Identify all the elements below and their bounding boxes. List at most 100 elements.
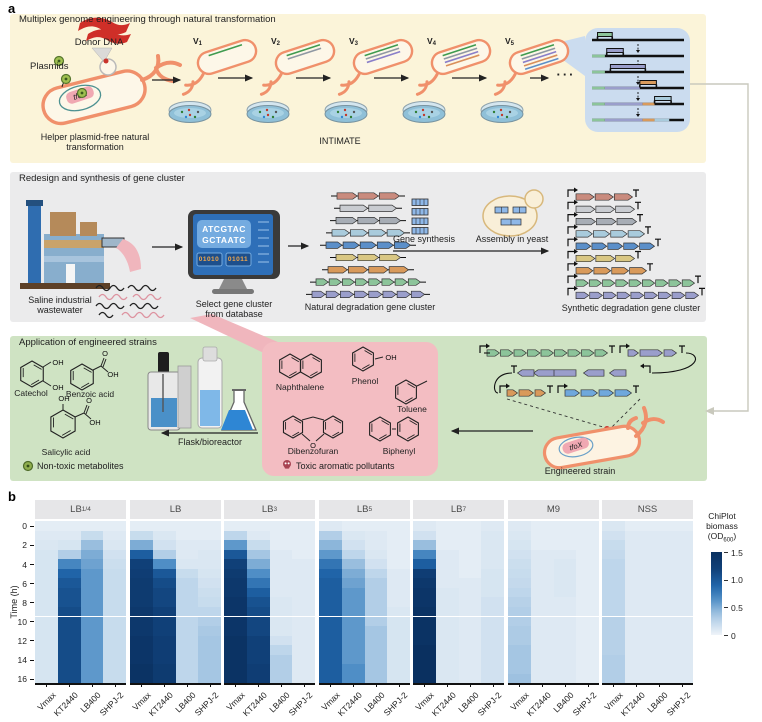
heatmap-cell — [458, 540, 482, 550]
time-tick-label: 4 — [22, 559, 27, 570]
heatmap-cell — [530, 530, 554, 541]
heatmap-cell — [413, 664, 436, 674]
heatmap-cell — [80, 568, 104, 579]
heatmap-cell — [458, 568, 482, 579]
heatmap-cell — [530, 626, 554, 636]
heatmap-cell — [602, 654, 625, 665]
heatmap-cell — [341, 578, 365, 588]
heatmap-cell — [80, 606, 104, 617]
heatmap-cell — [341, 645, 365, 655]
heatmap-cell — [413, 654, 436, 665]
heatmap-cell — [602, 559, 625, 569]
heatmap-cell — [198, 654, 221, 665]
heatmap-cell — [364, 645, 388, 655]
heatmap-cell — [508, 645, 531, 655]
heatmap-cell — [57, 664, 81, 674]
strain-label: SHPJ-2 — [192, 690, 221, 719]
heatmap-cell — [319, 616, 342, 627]
heatmap-cell — [481, 521, 504, 531]
heatmap-cell — [246, 559, 270, 569]
heatmap-cell — [152, 549, 176, 560]
heatmap-cell — [269, 616, 293, 627]
heatmap-cell — [246, 626, 270, 636]
heatmap-cell — [341, 521, 365, 531]
heatmap-cell — [364, 578, 388, 588]
heatmap-cell — [103, 673, 126, 684]
heatmap-cell — [130, 578, 153, 588]
heatmap-cell — [57, 549, 81, 560]
heatmap-cell — [481, 673, 504, 684]
heatmap-cell — [435, 549, 459, 560]
colorbar-title-line1: ChiPlot — [708, 511, 736, 521]
heatmap-cell — [435, 578, 459, 588]
heatmap-cell — [435, 635, 459, 646]
heatmap-cell — [624, 616, 648, 627]
heatmap-cell — [103, 578, 126, 588]
heatmap-cell — [435, 587, 459, 598]
heatmap-cell — [435, 530, 459, 541]
colorbar-gradient — [711, 552, 722, 635]
heatmap-cell — [576, 645, 599, 655]
heatmap-cell — [130, 568, 153, 579]
heatmap-cell — [246, 540, 270, 550]
heatmap-cell — [224, 530, 247, 541]
heatmap-cell — [319, 587, 342, 598]
heatmap-cell — [130, 606, 153, 617]
heatmap-cell — [319, 626, 342, 636]
heatmap-cell — [224, 654, 247, 665]
heatmap-cell — [458, 626, 482, 636]
heatmap-cell — [364, 616, 388, 627]
heatmap-cell — [647, 587, 671, 598]
heatmap-cell — [364, 568, 388, 579]
heatmap-cell — [152, 606, 176, 617]
x-axis-line — [35, 683, 126, 685]
heatmap-cell — [103, 540, 126, 550]
heatmap-cell — [508, 626, 531, 636]
heatmap-cell — [670, 664, 693, 674]
heatmap-cell — [670, 530, 693, 541]
heatmap-cell — [387, 664, 410, 674]
heatmap-cell — [508, 616, 531, 627]
colorbar-tick — [724, 635, 728, 636]
heatmap-cell — [269, 587, 293, 598]
heatmap-cell — [647, 597, 671, 607]
heatmap-cell — [341, 540, 365, 550]
heatmap-cell — [481, 654, 504, 665]
heatmap-cell — [152, 664, 176, 674]
heatmap-cell — [624, 645, 648, 655]
heatmap-cell — [224, 597, 247, 607]
heatmap-cell — [130, 559, 153, 569]
heatmap-cell — [530, 645, 554, 655]
heatmap-cell — [341, 568, 365, 579]
heatmap-cell — [508, 521, 531, 531]
heatmap-cell — [508, 587, 531, 598]
heatmap-cell — [624, 530, 648, 541]
gene-synthesis-label: Gene synthesis — [392, 234, 456, 244]
x-tick — [681, 683, 683, 688]
heatmap-cell — [269, 530, 293, 541]
x-tick — [658, 683, 660, 688]
heatmap-cell — [175, 654, 199, 665]
colorbar-tick — [724, 579, 728, 581]
heatmap-cell — [624, 654, 648, 665]
heatmap-cell — [602, 606, 625, 617]
heatmap-cell — [103, 587, 126, 598]
heatmap-cell — [647, 673, 671, 684]
heatmap-cell — [269, 606, 293, 617]
assembly-yeast-label: Assembly in yeast — [475, 234, 549, 244]
heatmap-cell — [647, 549, 671, 560]
y-tick — [30, 640, 34, 642]
heatmap-cell — [387, 549, 410, 560]
x-axis-line — [413, 683, 504, 685]
heatmap-cell — [576, 578, 599, 588]
heatmap-cell — [624, 568, 648, 579]
heatmap-cell — [224, 616, 247, 627]
heatmap-cell — [175, 635, 199, 646]
heatmap-cell — [576, 530, 599, 541]
heatmap-cell — [530, 664, 554, 674]
x-tick — [492, 683, 494, 688]
heatmap-cell — [152, 616, 176, 627]
x-tick — [469, 683, 471, 688]
heatmap-cell — [647, 568, 671, 579]
heatmap-cell — [103, 559, 126, 569]
